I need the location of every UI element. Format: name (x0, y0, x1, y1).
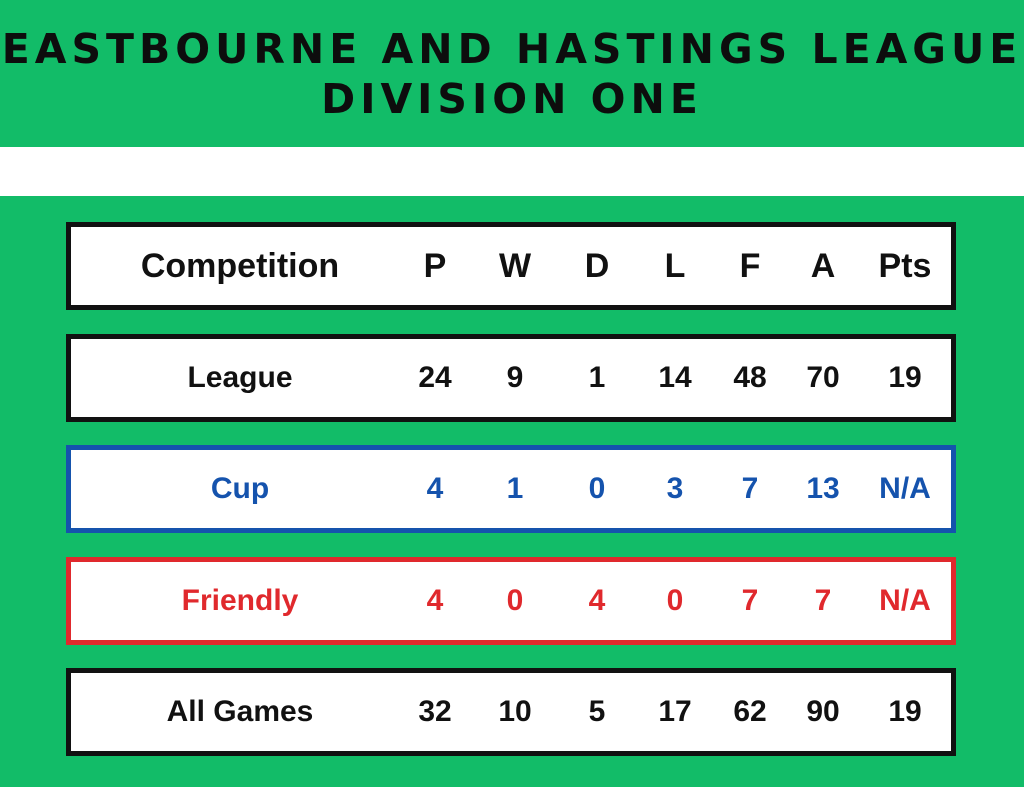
cell-f: 48 (733, 361, 767, 394)
cell-w: 10 (498, 695, 532, 728)
title-line-2: DIVISION ONE (321, 75, 703, 123)
header-pts: Pts (878, 247, 932, 285)
cell-competition: All Games (166, 695, 314, 728)
cell-pts: 19 (888, 361, 922, 394)
cell-f: 7 (741, 584, 759, 617)
title-line-1: EASTBOURNE AND HASTINGS LEAGUE (1, 25, 1023, 73)
cell-p: 24 (418, 361, 452, 394)
cell-pts: 19 (888, 695, 922, 728)
cell-d: 4 (588, 584, 606, 617)
cell-a: 13 (806, 472, 840, 505)
cell-pts: N/A (879, 584, 931, 617)
table-row: Friendly 4 0 4 0 7 7 N/A (66, 557, 956, 645)
title-banner: EASTBOURNE AND HASTINGS LEAGUE DIVISION … (0, 0, 1024, 147)
cell-l: 17 (658, 695, 692, 728)
cell-d: 5 (588, 695, 606, 728)
cell-l: 3 (666, 472, 684, 505)
cell-competition: Cup (210, 472, 270, 505)
cell-d: 1 (588, 361, 606, 394)
cell-p: 32 (418, 695, 452, 728)
cell-d: 0 (588, 472, 606, 505)
table-row: All Games 32 10 5 17 62 90 19 (66, 668, 956, 756)
cell-f: 7 (741, 472, 759, 505)
cell-a: 70 (806, 361, 840, 394)
cell-w: 9 (506, 361, 524, 394)
cell-p: 4 (426, 584, 444, 617)
cell-a: 7 (814, 584, 832, 617)
cell-pts: N/A (879, 472, 931, 505)
cell-l: 0 (666, 584, 684, 617)
header-f: F (739, 247, 761, 285)
header-row: Competition P W D L F A Pts (66, 222, 956, 310)
header-p: P (423, 247, 447, 285)
cell-l: 14 (658, 361, 692, 394)
white-divider-band (0, 147, 1024, 196)
header-competition: Competition (140, 247, 340, 285)
header-l: L (664, 247, 686, 285)
table-row: League 24 9 1 14 48 70 19 (66, 334, 956, 422)
cell-a: 90 (806, 695, 840, 728)
cell-w: 1 (506, 472, 524, 505)
cell-p: 4 (426, 472, 444, 505)
cell-competition: Friendly (181, 584, 299, 617)
header-w: W (498, 247, 532, 285)
header-a: A (810, 247, 836, 285)
cell-f: 62 (733, 695, 767, 728)
cell-competition: League (187, 361, 293, 394)
cell-w: 0 (506, 584, 524, 617)
header-d: D (584, 247, 610, 285)
table-row: Cup 4 1 0 3 7 13 N/A (66, 445, 956, 533)
